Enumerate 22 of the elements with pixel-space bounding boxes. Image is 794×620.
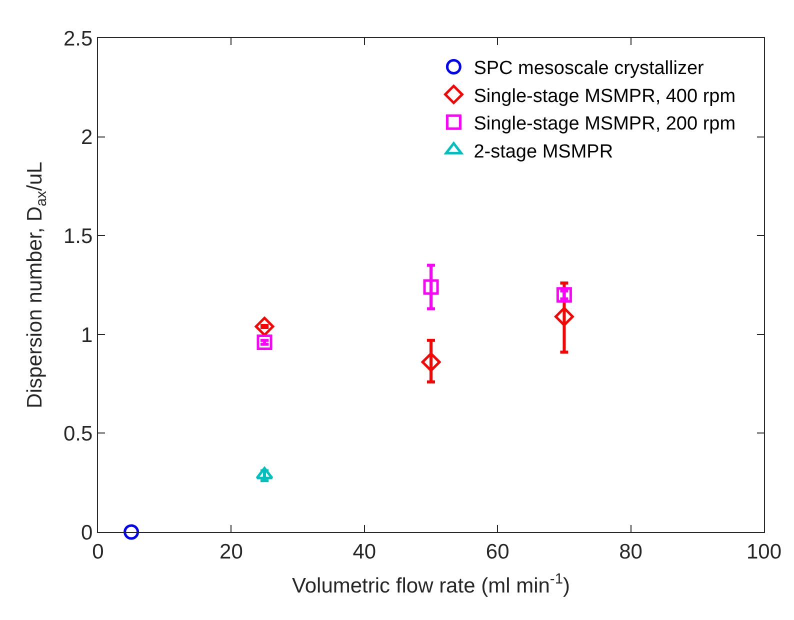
x-tick-label: 100 <box>746 540 782 564</box>
legend-label: Single-stage MSMPR, 400 rpm <box>474 86 736 107</box>
point <box>423 279 439 295</box>
point <box>554 306 574 326</box>
y-tick-label: 1.5 <box>63 224 93 248</box>
y-tick-label: 2.5 <box>63 27 93 50</box>
legend-label: 2-stage MSMPR <box>474 141 614 162</box>
point <box>421 352 441 372</box>
legend-label: Single-stage MSMPR, 200 rpm <box>474 114 736 135</box>
y-tick-label: 0 <box>80 521 93 544</box>
point <box>256 334 272 350</box>
x-tick-label: 80 <box>619 540 642 564</box>
y-tick-label: 2 <box>80 126 93 150</box>
x-tick-label: 20 <box>220 540 243 564</box>
x-axis-title: Volumetric flow rate (ml min$^{-1}$) <box>292 572 570 598</box>
legend-label: SPC mesoscale crystallizer <box>474 58 705 80</box>
point <box>124 524 140 540</box>
point <box>254 316 274 336</box>
x-tick-label: 60 <box>486 540 510 564</box>
y-tick-label: 0.5 <box>63 422 93 446</box>
y-tick-label: 1 <box>80 324 93 347</box>
x-tick-label: 40 <box>352 540 376 564</box>
